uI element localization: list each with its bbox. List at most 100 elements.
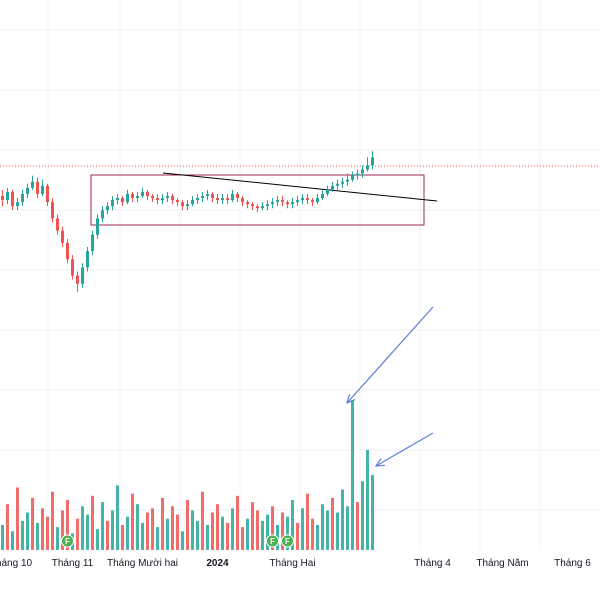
volume-bar <box>261 520 264 550</box>
candle-body <box>26 187 29 194</box>
candle-body <box>76 275 79 284</box>
arrow-drawing[interactable] <box>375 432 434 467</box>
volume-bar <box>51 491 54 550</box>
candle-body <box>171 195 174 201</box>
arrow-drawing[interactable] <box>346 306 434 404</box>
event-marker-f-icon[interactable]: F <box>61 534 74 548</box>
candle-body <box>106 206 109 211</box>
volume-bar <box>16 487 19 550</box>
candle-body <box>31 181 34 188</box>
event-marker-f-icon[interactable]: F <box>266 534 279 548</box>
volume-bar <box>306 493 309 550</box>
trendline-drawing[interactable] <box>162 172 438 202</box>
candle-body <box>226 198 229 201</box>
volume-bar <box>121 525 124 550</box>
volume-bar <box>196 520 199 550</box>
candle-body <box>236 193 239 199</box>
candle-body <box>326 189 329 194</box>
candle-body <box>131 193 134 199</box>
volume-bar <box>201 491 204 550</box>
volume-bar <box>226 522 229 550</box>
candle-body <box>371 157 374 166</box>
candle-body <box>361 169 364 174</box>
volume-bar <box>176 514 179 550</box>
candle-body <box>56 218 59 231</box>
candle-body <box>81 267 84 284</box>
time-axis: háng 10 Tháng 11 Tháng Mười hai 2024 Tháng H… <box>0 558 591 569</box>
x-axis-tick-label: Tháng 4 <box>414 558 451 569</box>
event-marker-circle[interactable] <box>61 534 74 548</box>
candlestick-series <box>1 151 374 292</box>
candle-body <box>66 242 69 260</box>
volume-bar <box>351 400 354 550</box>
volume-bar <box>146 512 149 550</box>
volume-bar <box>166 518 169 550</box>
candle-body <box>321 193 324 199</box>
volume-bar <box>171 506 174 550</box>
x-axis-tick-label: Tháng Năm <box>476 558 528 569</box>
candle-body <box>286 202 289 205</box>
candle-body <box>36 181 39 194</box>
candle-body <box>176 200 179 203</box>
volume-bar <box>46 516 49 550</box>
candle-body <box>1 195 4 201</box>
volume-bar <box>151 508 154 550</box>
volume-bar <box>11 531 14 550</box>
volume-bar <box>101 502 104 550</box>
volume-bar <box>326 510 329 550</box>
event-marker-f-icon[interactable]: F <box>281 534 294 548</box>
x-axis-tick-label: Tháng 11 <box>52 558 94 569</box>
volume-bar <box>361 481 364 550</box>
candle-body <box>16 202 19 207</box>
candle-body <box>246 202 249 205</box>
volume-bar <box>301 508 304 550</box>
volume-bar <box>76 518 79 550</box>
candle-body <box>251 204 254 207</box>
volume-bar <box>206 525 209 550</box>
candle-body <box>186 204 189 207</box>
volume-bar <box>281 512 284 550</box>
drawing-annotations[interactable] <box>90 172 438 467</box>
candle-body <box>351 175 354 180</box>
volume-bar <box>96 529 99 550</box>
candle-body <box>6 191 9 201</box>
arrow-head[interactable] <box>374 458 386 467</box>
candle-body <box>221 198 224 201</box>
candle-body <box>111 200 114 207</box>
volume-bar <box>141 522 144 550</box>
candle-body <box>206 193 209 196</box>
volume-bar <box>131 493 134 550</box>
volume-bar <box>371 475 374 550</box>
candle-body <box>91 234 94 252</box>
event-marker-circle[interactable] <box>281 534 294 548</box>
candle-body <box>231 193 234 201</box>
candle-body <box>366 165 369 170</box>
volume-bar <box>156 527 159 550</box>
volume-bar <box>81 506 84 550</box>
volume-bar <box>251 502 254 550</box>
candle-body <box>271 202 274 205</box>
volume-bar <box>286 516 289 550</box>
volume-bar <box>316 525 319 550</box>
volume-bar <box>241 527 244 550</box>
volume-bar <box>356 502 359 550</box>
candle-body <box>146 191 149 196</box>
volume-bar <box>221 516 224 550</box>
volume-bar <box>346 506 349 550</box>
volume-bar <box>366 450 369 550</box>
volume-bar <box>266 514 269 550</box>
candle-body <box>266 204 269 207</box>
candle-body <box>306 198 309 201</box>
candle-body <box>51 202 54 219</box>
volume-bar <box>126 516 129 550</box>
volume-bar <box>236 495 239 550</box>
candle-body <box>41 185 44 194</box>
grid-lines <box>0 0 600 550</box>
x-axis-tick-label: 2024 <box>206 558 229 569</box>
event-marker-circle[interactable] <box>266 534 279 548</box>
candle-body <box>316 198 319 203</box>
candle-body <box>161 198 164 201</box>
